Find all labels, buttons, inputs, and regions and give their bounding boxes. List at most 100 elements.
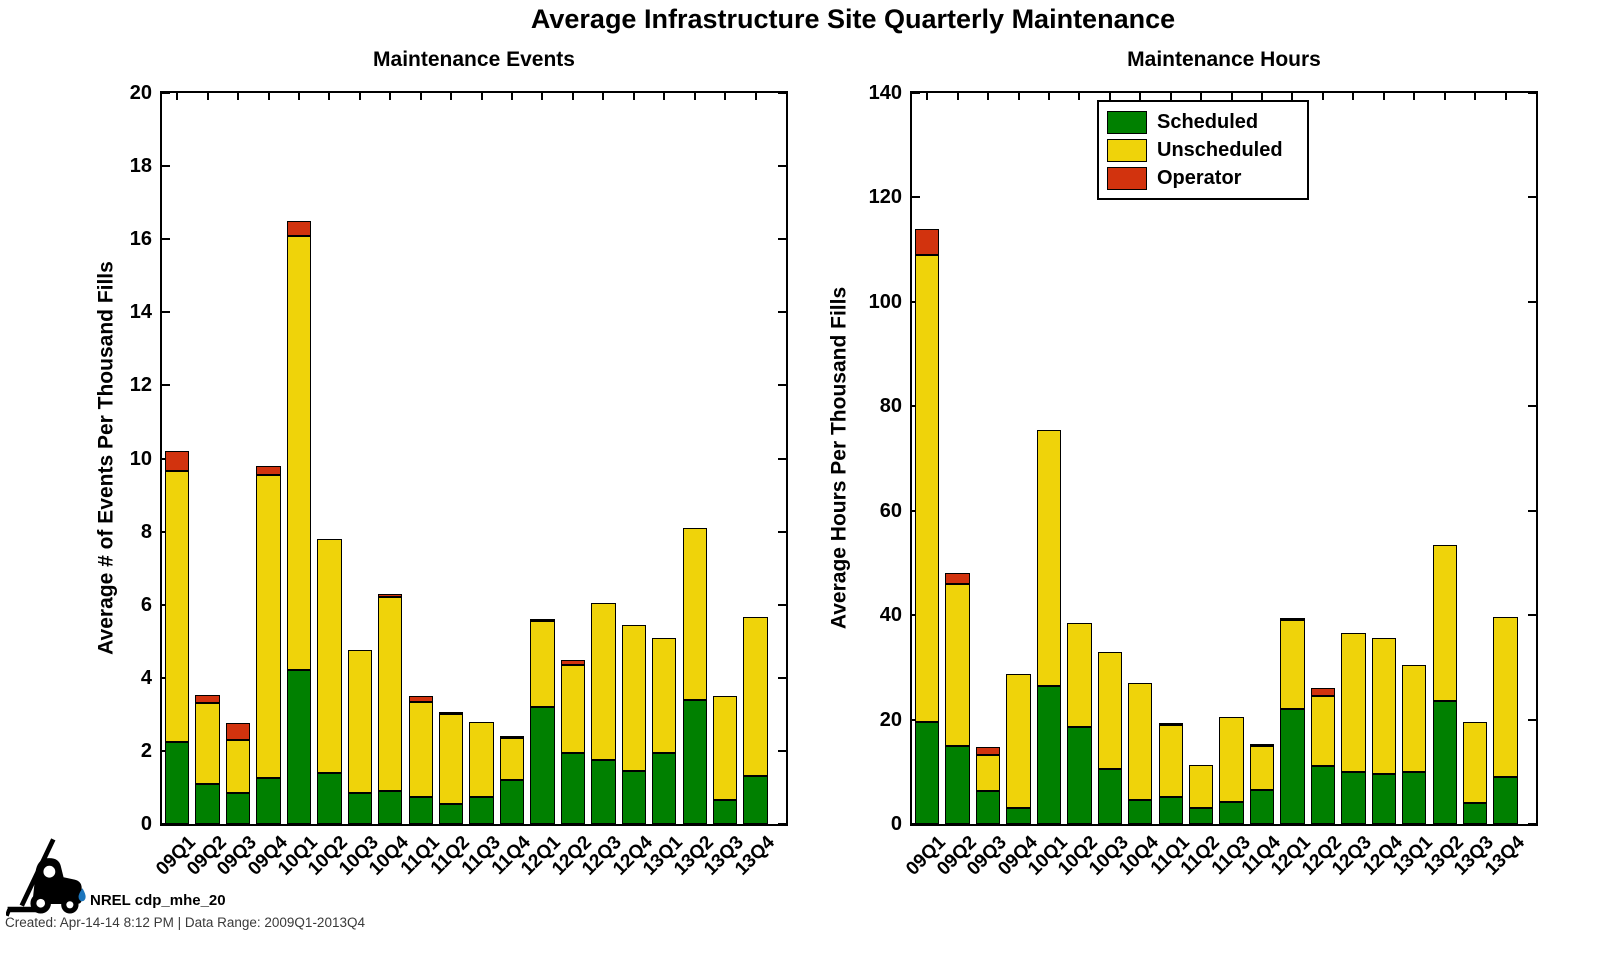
- scheduled-swatch: [1107, 110, 1147, 134]
- hours-y-tick-label: 0: [890, 813, 902, 835]
- events-bar-unscheduled: [499, 738, 525, 781]
- events-y-tick: [162, 311, 170, 314]
- hours-y-tick-mirror: [1528, 300, 1536, 303]
- hours-bar-unscheduled: [915, 254, 940, 723]
- events-y-tick-label: 6: [140, 593, 152, 616]
- events-y-tick: [162, 238, 170, 241]
- hours-y-tick-mirror: [1528, 196, 1536, 199]
- events-y-tick-mirror: [778, 384, 786, 387]
- events-y-tick: [162, 165, 170, 168]
- hours-bar-unscheduled: [1158, 725, 1183, 798]
- legend-label-scheduled: Scheduled: [1157, 110, 1259, 133]
- hours-y-tick-label: 140: [868, 82, 902, 104]
- hours-y-tick-label: 100: [868, 290, 902, 313]
- events-bar-unscheduled: [256, 474, 281, 779]
- events-bar-unscheduled: [347, 650, 373, 793]
- hours-bar-scheduled: [1128, 799, 1153, 824]
- events-bar-unscheduled: [560, 665, 586, 753]
- events-bar-unscheduled: [621, 624, 646, 771]
- hours-bar-unscheduled: [1128, 683, 1153, 800]
- hours-x-tick-top: [1443, 93, 1446, 100]
- hours-bar-unscheduled: [975, 754, 1001, 792]
- hours-bar-unscheduled: [1341, 633, 1366, 772]
- forklift-logo-icon: [6, 838, 86, 917]
- events-x-tick-top: [176, 93, 179, 100]
- hours-x-tick-top: [1230, 93, 1233, 100]
- events-bar-unscheduled: [195, 703, 220, 784]
- legend-item-unscheduled: Unscheduled: [1107, 137, 1299, 163]
- hours-x-tick-top: [1139, 93, 1142, 100]
- hours-bar-unscheduled: [1249, 745, 1275, 790]
- hours-bar-scheduled: [1097, 769, 1123, 824]
- events-y-tick-mirror: [778, 530, 786, 533]
- events-y-tick: [162, 92, 170, 94]
- events-bar-operator: [286, 220, 312, 236]
- hours-x-tick-top: [987, 93, 990, 100]
- events-bar-scheduled: [591, 760, 616, 824]
- events-x-tick-top: [754, 93, 757, 100]
- hours-bar-scheduled: [1310, 765, 1336, 824]
- events-x-tick-top: [602, 93, 605, 100]
- events-y-tick-label: 12: [129, 374, 152, 397]
- events-x-tick-top: [297, 93, 300, 100]
- operator-swatch: [1107, 166, 1147, 190]
- events-bar-unscheduled: [469, 721, 494, 797]
- hours-bar-unscheduled: [1462, 722, 1488, 804]
- events-y-tick-mirror: [778, 311, 786, 314]
- events-y-tick: [162, 823, 170, 825]
- hours-x-tick-top: [1352, 93, 1355, 100]
- hours-bar-operator: [1310, 688, 1336, 697]
- events-bar-scheduled: [712, 800, 738, 824]
- events-bar-scheduled: [469, 796, 494, 824]
- events-bar-scheduled: [195, 783, 220, 824]
- events-bar-scheduled: [621, 771, 646, 824]
- hours-bar-scheduled: [1249, 789, 1275, 824]
- hours-x-tick-top: [1291, 93, 1294, 100]
- hours-bar-operator: [915, 228, 940, 255]
- events-x-tick-top: [663, 93, 666, 100]
- legend-label-operator: Operator: [1157, 166, 1242, 189]
- hours-x-tick-top: [956, 93, 959, 100]
- events-bar-scheduled: [560, 752, 586, 824]
- events-y-tick-mirror: [778, 165, 786, 168]
- events-y-tick-mirror: [778, 823, 786, 825]
- events-bar-operator: [165, 451, 190, 472]
- events-y-tick-label: 16: [129, 228, 152, 251]
- hours-y-tick-label: 60: [879, 499, 902, 522]
- hours-chart-title: Maintenance Hours: [1127, 48, 1321, 71]
- hours-bar-unscheduled: [945, 583, 970, 746]
- events-bar-scheduled: [438, 803, 464, 824]
- events-bar-operator: [195, 695, 220, 704]
- legend-item-operator: Operator: [1107, 165, 1299, 191]
- events-y-tick-mirror: [778, 603, 786, 606]
- footer-created: Created: Apr-14-14 8:12 PM | Data Range:…: [5, 915, 365, 930]
- events-bar-unscheduled: [743, 617, 768, 777]
- hours-bar-operator: [1158, 723, 1183, 726]
- hours-bar-unscheduled: [1188, 764, 1214, 808]
- hours-bar-operator: [975, 746, 1001, 755]
- hours-bar-scheduled: [1493, 777, 1518, 824]
- events-y-tick-label: 0: [140, 813, 152, 835]
- hours-bar-scheduled: [1402, 771, 1427, 824]
- hours-y-tick-mirror: [1528, 823, 1536, 825]
- hours-bar-unscheduled: [1219, 717, 1244, 802]
- events-x-tick-top: [632, 93, 635, 100]
- hours-y-tick-mirror: [1528, 509, 1536, 512]
- events-bar-unscheduled: [378, 597, 403, 792]
- droplet-icon: [78, 888, 86, 902]
- events-y-tick-mirror: [778, 457, 786, 460]
- hours-bar-unscheduled: [1310, 696, 1336, 766]
- events-bar-scheduled: [743, 776, 768, 824]
- events-bar-operator: [438, 712, 464, 715]
- hours-y-tick: [912, 196, 920, 199]
- hours-x-tick-top: [1169, 93, 1172, 100]
- footer-brand: NREL cdp_mhe_20: [90, 892, 226, 909]
- events-bar-operator: [530, 618, 555, 622]
- events-y-tick-label: 10: [129, 447, 152, 470]
- events-y-tick-mirror: [778, 92, 786, 94]
- hours-bar-scheduled: [1371, 774, 1396, 824]
- figure-title: Average Infrastructure Site Quarterly Ma…: [530, 4, 1176, 34]
- events-y-tick-mirror: [778, 238, 786, 241]
- events-x-tick-top: [358, 93, 361, 100]
